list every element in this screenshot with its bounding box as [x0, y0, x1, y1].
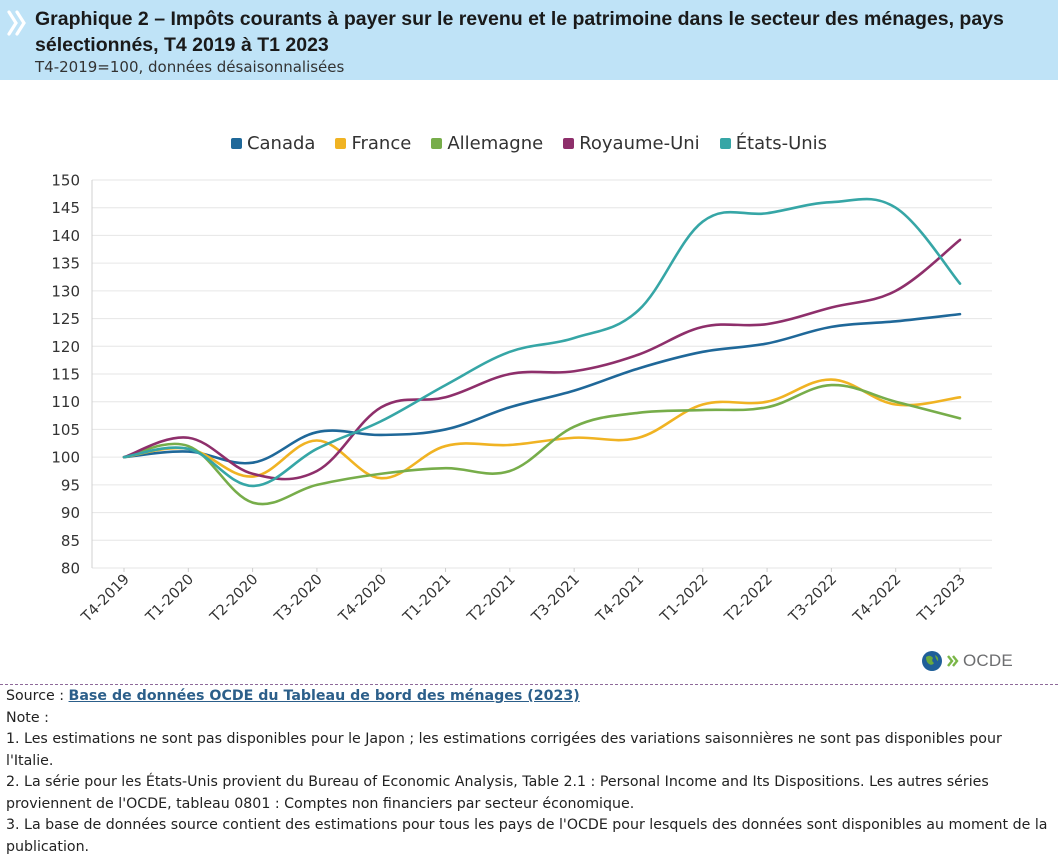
series-line-0[interactable]	[122, 312, 962, 465]
series-line-3[interactable]	[122, 238, 962, 481]
chart-title: Graphique 2 – Impôts courants à payer su…	[35, 8, 1004, 56]
source-line: Source : Base de données OCDE du Tableau…	[6, 686, 1052, 708]
legend-label: États-Unis	[735, 132, 828, 154]
note-1: 1. Les estimations ne sont pas disponibl…	[6, 731, 1002, 769]
x-tick-label: T3-2022	[786, 572, 841, 627]
ocde-logo-text: OCDE	[963, 651, 1013, 670]
chart-header: Graphique 2 – Impôts courants à payer su…	[0, 0, 1058, 80]
y-tick-label: 95	[61, 476, 80, 494]
chart-subtitle: T4-2019=100, données désaisonnalisées	[35, 58, 345, 76]
y-tick-label: 110	[51, 393, 80, 411]
x-tick-label: T3-2020	[271, 572, 326, 627]
chart-legend: Canada France Allemagne Royaume-Uni États-Un…	[0, 130, 1058, 156]
x-tick-label: T4-2019	[78, 572, 133, 627]
ocde-globe-icon	[922, 651, 942, 671]
x-tick-label: T1-2022	[657, 572, 712, 627]
ocde-logo: OCDE	[921, 650, 1013, 672]
legend-label: France	[351, 132, 412, 154]
x-tick-label: T4-2021	[593, 572, 648, 627]
y-tick-label: 135	[51, 255, 80, 273]
x-tick-label: T2-2021	[464, 572, 519, 627]
line-chart: 150 145 140 135 130 125 120 115 110 105 100 95 90 85 8…	[51, 172, 992, 627]
series-line-2[interactable]	[122, 383, 962, 506]
y-tick-label: 130	[51, 282, 80, 300]
x-tick-label: T2-2022	[721, 572, 776, 627]
legend-swatch	[431, 137, 443, 149]
legend-item-4[interactable]: États-Unis	[719, 132, 828, 154]
y-tick-label: 140	[51, 227, 80, 245]
series-line-4[interactable]	[122, 197, 962, 488]
note-label: Note :	[6, 709, 49, 726]
y-tick-label: 145	[51, 199, 80, 217]
section-divider	[0, 684, 1058, 685]
x-tick-label: T3-2021	[528, 572, 583, 627]
y-tick-label: 100	[51, 449, 80, 467]
note-3: 3. La base de données source contient de…	[6, 817, 1048, 855]
legend-swatch	[230, 137, 242, 149]
x-tick-label: T4-2020	[335, 572, 390, 627]
source-label: Source :	[6, 688, 65, 704]
y-tick-label: 125	[51, 310, 80, 328]
legend-label: Royaume-Uni	[579, 132, 700, 154]
legend-label: Canada	[246, 132, 316, 154]
y-tick-label: 150	[51, 172, 80, 190]
legend-item-0[interactable]: Canada	[230, 132, 316, 154]
notes-section: Source : Base de données OCDE du Tableau…	[6, 686, 1052, 858]
x-tick-label: T2-2020	[207, 572, 262, 627]
x-tick-label: T1-2021	[400, 572, 455, 627]
y-tick-label: 105	[51, 421, 80, 439]
y-tick-label: 85	[61, 532, 80, 550]
y-tick-label: 120	[51, 338, 80, 356]
legend-item-1[interactable]: France	[335, 133, 411, 154]
double-chevron-icon	[7, 10, 26, 36]
source-link[interactable]: Base de données OCDE du Tableau de bord …	[68, 688, 580, 704]
y-tick-label: 90	[61, 504, 80, 522]
legend-item-2[interactable]: Allemagne	[431, 133, 543, 154]
x-tick-label: T1-2023	[914, 572, 969, 627]
x-tick-label: T4-2022	[850, 572, 905, 627]
legend-swatch	[335, 137, 347, 149]
note-2: 2. La série pour les États-Unis provient…	[6, 774, 989, 812]
legend-item-3[interactable]: Royaume-Uni	[563, 133, 700, 154]
legend-label: Allemagne	[447, 132, 544, 154]
legend-swatch	[563, 137, 575, 149]
ocde-chevron-icon	[947, 655, 959, 667]
x-tick-label: T1-2020	[143, 572, 198, 627]
y-tick-label: 80	[61, 560, 80, 578]
legend-swatch	[719, 137, 731, 149]
y-tick-label: 115	[51, 366, 80, 384]
